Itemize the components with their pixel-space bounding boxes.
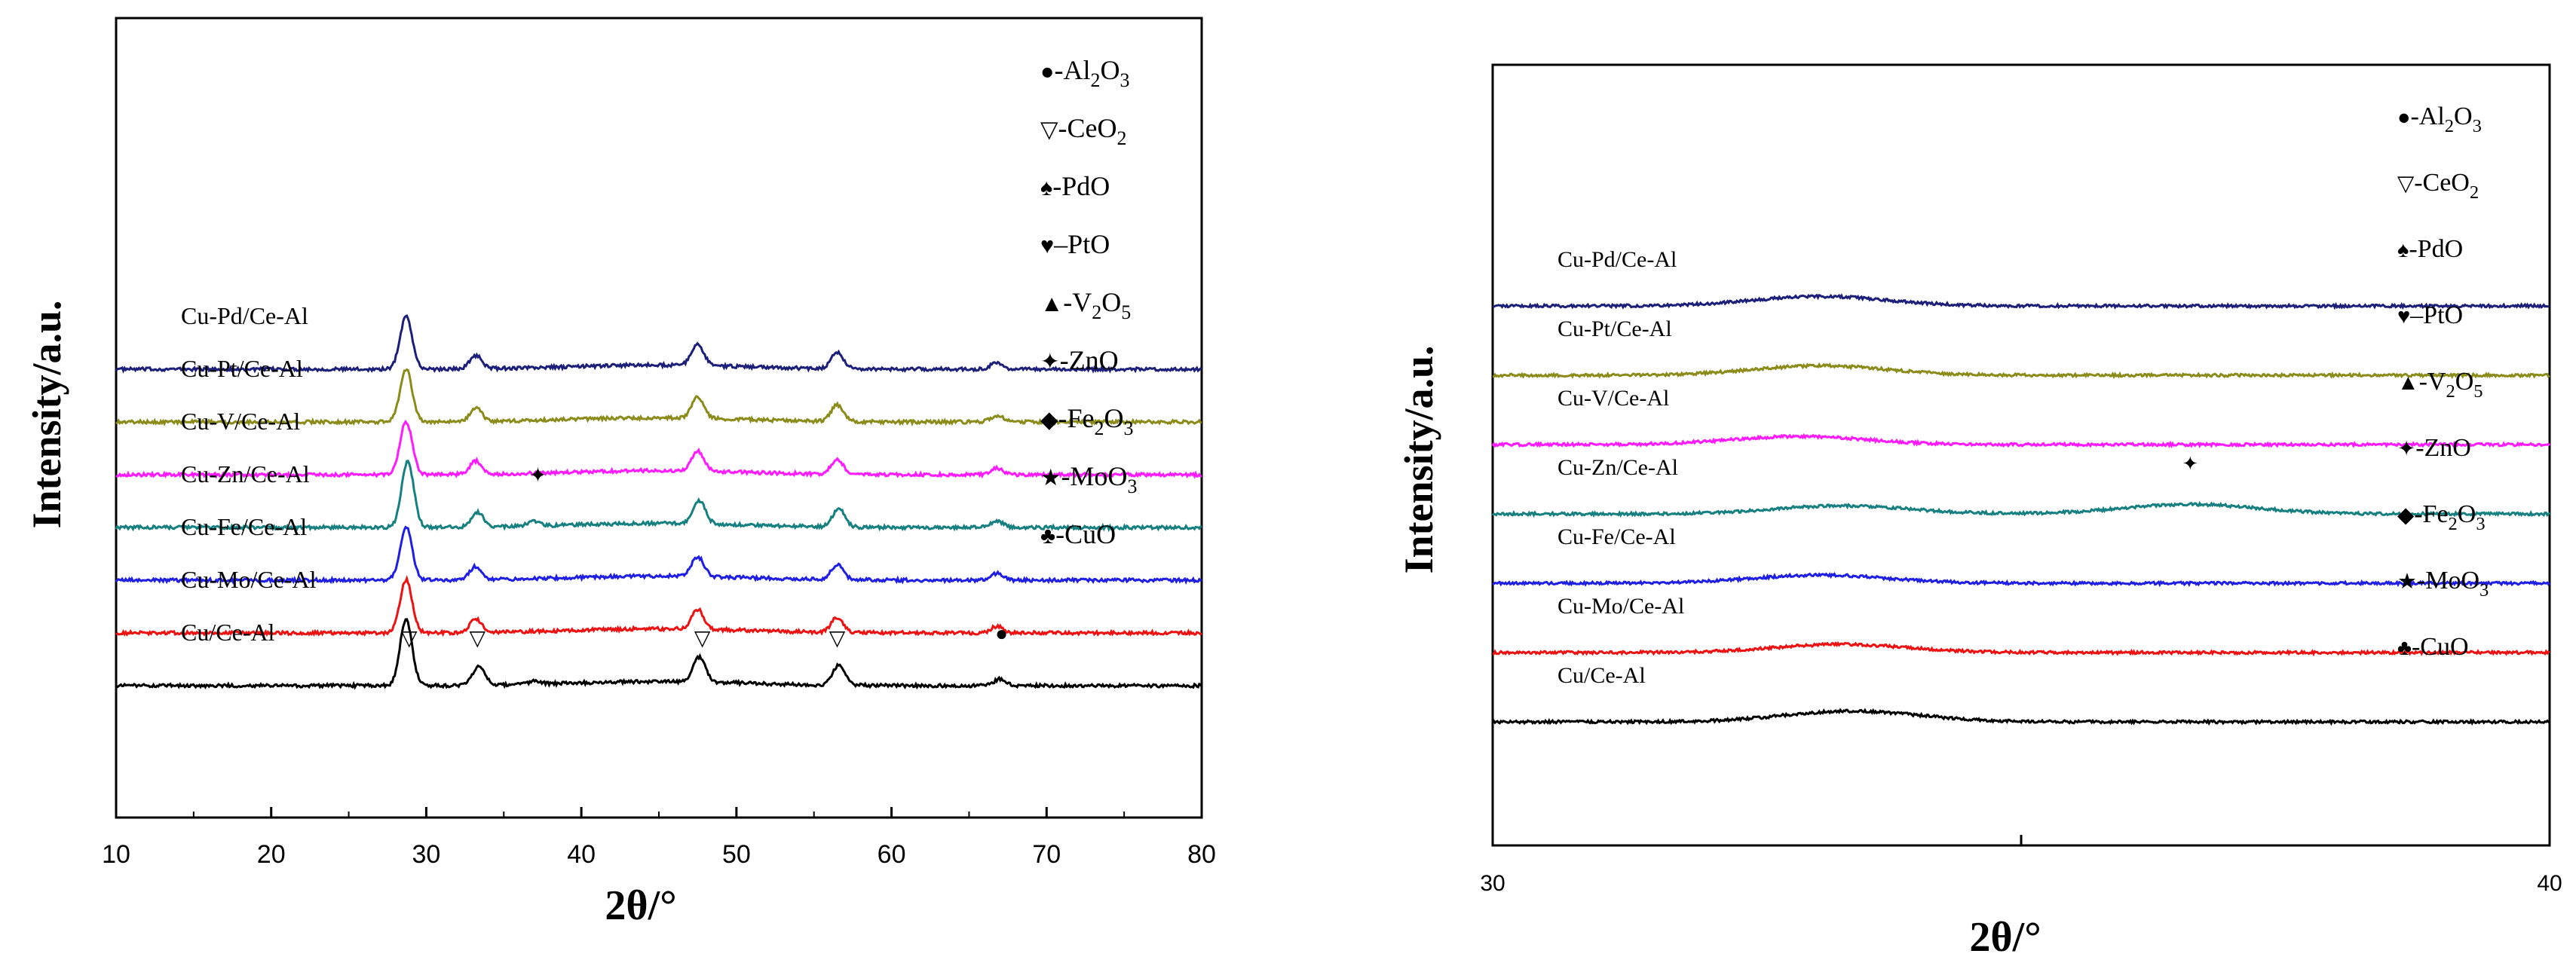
legend-entry-1: ▽-CeO2 bbox=[1040, 113, 1126, 149]
x-tick-label-40: 40 bbox=[2537, 871, 2562, 896]
legend-entry-3: ♥–PtO bbox=[2397, 301, 2463, 329]
left-peak-annotations: ▽ ▽ ▽ ▽ ● ✦ bbox=[401, 463, 1008, 650]
series-line-cu-mo-ce-al bbox=[115, 575, 1202, 637]
peak-marker-0: ▽ bbox=[401, 626, 418, 650]
left-x-axis-label: 2θ/° bbox=[605, 882, 676, 929]
legend-entry-5: ✦-ZnO bbox=[2397, 434, 2471, 462]
right-y-axis-label: Intensity/a.u. bbox=[1396, 345, 1441, 573]
series-line-cu-v-ce-al bbox=[1491, 433, 2551, 448]
x-tick-label-30: 30 bbox=[412, 840, 441, 869]
x-tick-label-30: 30 bbox=[1480, 871, 1505, 896]
right-legend: ●-Al2O3 ▽-CeO2 ♠-PdO ♥–PtO ▲-V2O5 ✦-ZnO ◆-Fe2O… bbox=[2397, 102, 2489, 661]
series-line-cu-ce-al bbox=[115, 618, 1203, 690]
series-label-cu-fe-ce-al: Cu-Fe/Ce-Al bbox=[1558, 524, 1676, 549]
series-line-cu-pt-ce-al bbox=[1493, 362, 2550, 380]
x-tick-label-20: 20 bbox=[257, 840, 286, 869]
x-tick-label-10: 10 bbox=[102, 840, 130, 869]
legend-entry-6: ◆-Fe2O3 bbox=[1040, 403, 1133, 439]
x-tick-label-80: 80 bbox=[1187, 840, 1216, 869]
series-label-cu-pt-ce-al: Cu-Pt/Ce-Al bbox=[181, 355, 303, 382]
legend-entry-6: ◆-Fe2O3 bbox=[2397, 500, 2486, 534]
series-label-cu-pd-ce-al: Cu-Pd/Ce-Al bbox=[181, 302, 308, 329]
legend-entry-8: ♣-CuO bbox=[2397, 633, 2469, 661]
peak-marker-1: ▽ bbox=[470, 626, 486, 650]
left-x-axis-ticks: 10 20 30 40 50 60 70 80 bbox=[102, 807, 1216, 869]
series-line-cu-mo-ce-al bbox=[1492, 640, 2550, 657]
left-chart: 10 20 30 40 50 60 70 80 Cu-Pd/Ce-AlCu-Pt/Ce-AlC… bbox=[24, 17, 1216, 929]
right-series-labels: Cu-Pd/Ce-Al Cu-Pt/Ce-Al Cu-V/Ce-Al Cu-Zn/Ce… bbox=[1558, 247, 1684, 688]
x-tick-label-40: 40 bbox=[567, 840, 596, 869]
right-x-axis-label: 2θ/° bbox=[1969, 914, 2041, 961]
left-legend: ●-Al2O3 ▽-CeO2 ♠-PdO ♥–PtO ▲-V2O5 ✦-ZnO ◆-Fe2O… bbox=[1040, 55, 1137, 549]
legend-entry-4: ▲-V2O5 bbox=[1040, 287, 1131, 323]
series-label-cu-ce-al: Cu/Ce-Al bbox=[1558, 663, 1646, 688]
legend-entry-0: ●-Al2O3 bbox=[1040, 55, 1129, 91]
right-peak-annotations: ✦ bbox=[2182, 452, 2198, 475]
legend-entry-2: ♠-PdO bbox=[2397, 235, 2463, 263]
series-line-cu-v-ce-al bbox=[115, 419, 1202, 479]
legend-entry-2: ♠-PdO bbox=[1040, 171, 1110, 201]
peak-marker-3: ▽ bbox=[829, 626, 846, 650]
legend-entry-0: ●-Al2O3 bbox=[2397, 102, 2482, 136]
left-series-group bbox=[115, 313, 1203, 690]
series-line-cu-fe-ce-al bbox=[115, 525, 1202, 585]
peak-marker-4: ● bbox=[995, 622, 1008, 645]
series-label-cu-v-ce-al: Cu-V/Ce-Al bbox=[1558, 386, 1669, 411]
x-tick-label-60: 60 bbox=[878, 840, 906, 869]
legend-entry-5: ✦-ZnO bbox=[1040, 345, 1119, 375]
series-label-cu-pt-ce-al: Cu-Pt/Ce-Al bbox=[1558, 316, 1672, 341]
series-label-cu-ce-al: Cu/Ce-Al bbox=[181, 619, 275, 646]
right-chart: 30 40 Cu-Pd/Ce-AlCu-Pt/Ce-AlCu-V/Ce-AlCu-… bbox=[1396, 63, 2562, 961]
x-tick-label-50: 50 bbox=[722, 840, 751, 869]
left-y-axis-label: Intensity/a.u. bbox=[24, 300, 69, 528]
series-label-cu-mo-ce-al: Cu-Mo/Ce-Al bbox=[1558, 594, 1684, 619]
legend-entry-4: ▲-V2O5 bbox=[2397, 368, 2483, 402]
peak-marker-0: ✦ bbox=[2182, 452, 2198, 475]
series-line-cu-zn-ce-al bbox=[115, 460, 1202, 533]
series-label-cu-fe-ce-al: Cu-Fe/Ce-Al bbox=[181, 513, 307, 540]
series-line-cu-pd-ce-al bbox=[115, 313, 1202, 374]
peak-marker-5: ✦ bbox=[529, 463, 547, 487]
legend-entry-7: ★-MoO3 bbox=[1040, 461, 1137, 497]
series-label-cu-zn-ce-al: Cu-Zn/Ce-Al bbox=[1558, 455, 1678, 480]
legend-entry-3: ♥–PtO bbox=[1040, 229, 1110, 259]
series-label-cu-mo-ce-al: Cu-Mo/Ce-Al bbox=[181, 566, 317, 593]
series-label-cu-zn-ce-al: Cu-Zn/Ce-Al bbox=[181, 460, 310, 488]
left-series-labels: Cu-Pd/Ce-Al Cu-Pt/Ce-Al Cu-V/Ce-Al Cu-Zn/Ce… bbox=[181, 302, 317, 646]
series-label-cu-v-ce-al: Cu-V/Ce-Al bbox=[181, 408, 300, 435]
peak-marker-2: ▽ bbox=[694, 626, 711, 650]
series-label-cu-pd-ce-al: Cu-Pd/Ce-Al bbox=[1558, 247, 1677, 272]
series-line-cu-pt-ce-al bbox=[115, 368, 1202, 427]
right-x-axis-ticks: 30 40 bbox=[1480, 835, 2562, 896]
series-line-cu-zn-ce-al bbox=[1491, 500, 2551, 518]
series-line-cu-pd-ce-al bbox=[1492, 293, 2550, 310]
series-line-cu-ce-al bbox=[1491, 708, 2550, 726]
right-series-group bbox=[1491, 293, 2551, 726]
series-line-cu-fe-ce-al bbox=[1492, 572, 2551, 588]
x-tick-label-70: 70 bbox=[1032, 840, 1061, 869]
legend-entry-7: ★-MoO3 bbox=[2397, 567, 2489, 601]
legend-entry-1: ▽-CeO2 bbox=[2397, 169, 2479, 203]
legend-entry-8: ♣-CuO bbox=[1040, 519, 1116, 549]
